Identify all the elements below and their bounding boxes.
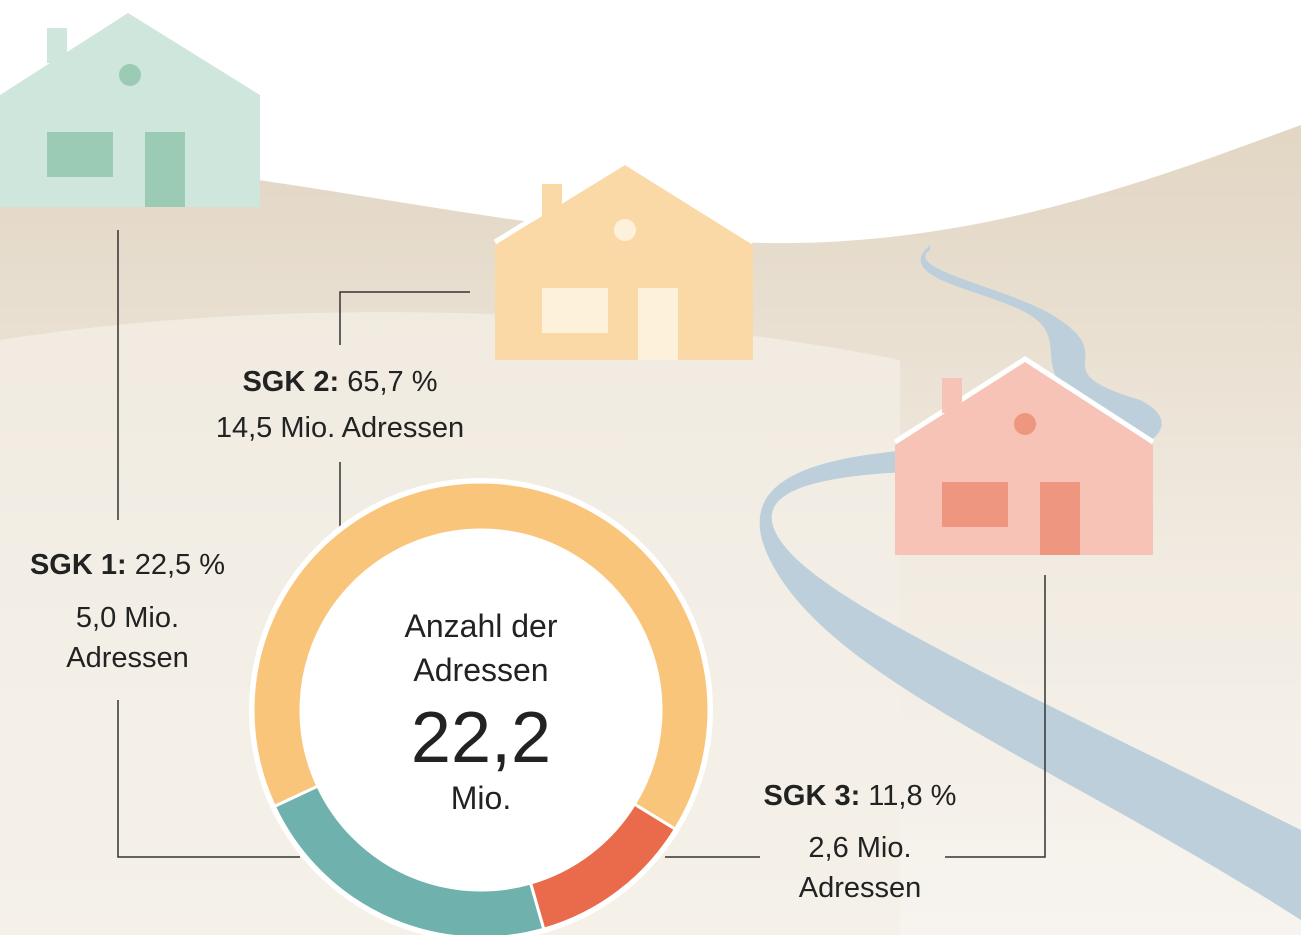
center-total: 22,2: [361, 698, 601, 778]
center-unit: Mio.: [361, 776, 601, 820]
house-green: [0, 10, 260, 207]
value-label: 11,8 %: [868, 780, 956, 812]
center-label: Anzahl der Adressen: [361, 604, 601, 692]
address-label: 5,0 Mio. Adressen: [30, 598, 225, 678]
value-label: 65,7 %: [347, 366, 437, 398]
address-label: 2,6 Mio. Adressen: [770, 828, 950, 908]
value-label: 22,5 %: [135, 549, 225, 581]
segment-label: SGK 3: 11,8 %: [720, 776, 1000, 816]
house-orange: [495, 162, 753, 360]
infographic: SGK 1: 22,5 % 5,0 Mio. Adressen SGK 2: 6…: [0, 0, 1301, 935]
category: SGK 2:: [242, 366, 339, 398]
category: SGK 1:: [30, 549, 127, 581]
segment-label: SGK 1: 22,5 %: [0, 545, 255, 585]
address-label: 14,5 Mio. Adressen: [160, 408, 520, 448]
category: SGK 3:: [764, 780, 861, 812]
chart: [0, 0, 1301, 935]
segment-label: SGK 2: 65,7 %: [190, 362, 490, 402]
